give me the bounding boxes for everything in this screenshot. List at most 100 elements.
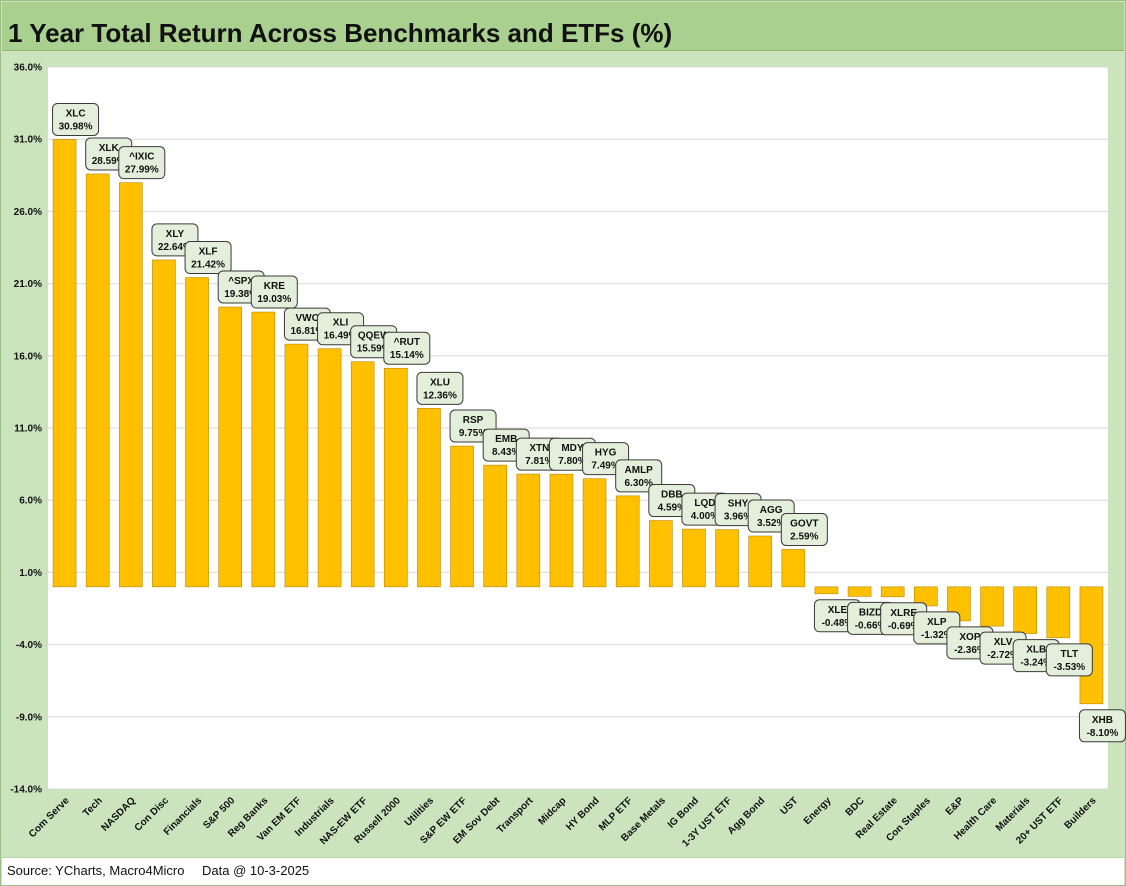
data-label-box [780,512,828,546]
ticker-label: LQD [694,498,715,509]
category-label: NASDAQ [100,795,139,834]
ticker-label: XOP [959,632,980,643]
bar [350,361,375,588]
data-label-box [250,275,298,309]
bar [185,277,209,588]
value-label: 7.49% [591,461,619,472]
data-label: XLF 21.42% [184,241,232,275]
ticker-label: ^SPX [228,276,254,287]
bar [450,445,474,588]
value-label: 6.30% [625,478,653,489]
ticker-label: MDY [561,443,584,454]
ticker-label: DBB [661,490,683,501]
category-label: BDC [844,795,867,818]
ticker-label: AGG [760,505,783,516]
data-label-box [118,146,166,180]
data-label-box [52,102,100,136]
value-label: 12.36% [423,390,457,401]
value-label: 22.64% [158,242,192,253]
bar [814,586,839,595]
y-tick-label: 21.0% [14,279,42,290]
bar [1046,586,1071,639]
value-label: -3.24% [1020,658,1052,669]
ticker-label: KRE [264,281,285,292]
bar [649,520,673,588]
data-label-box [383,331,431,365]
ticker-label: XLU [430,377,450,388]
bar [549,473,574,588]
category-label: Com Serve [27,795,72,840]
value-label: 19.03% [257,294,291,305]
bar [483,464,507,588]
footer: Source: YCharts, Macro4Micro Data @ 10-3… [2,857,1124,885]
bar [52,139,77,588]
y-tick-label: 36.0% [14,63,42,74]
title-bar: 1 Year Total Return Across Benchmarks an… [2,2,1124,51]
ticker-label: XLF [199,247,218,258]
value-label: 9.75% [459,428,487,439]
ticker-label: XLE [828,605,848,616]
bar [980,586,1004,627]
y-tick-label: 16.0% [14,351,42,362]
data-label: XHB -8.10% [1078,709,1126,743]
ticker-label: QQEW [358,331,390,342]
data-label: XLC 30.98% [52,102,100,136]
value-label: -0.48% [822,618,854,629]
data-label: ^IXIC 27.99% [118,146,166,180]
data-date-note: Data @ 10-3-2025 [202,863,310,878]
bar [152,259,176,588]
value-label: 7.81% [525,456,553,467]
data-label-box [615,459,663,493]
bar [615,495,640,588]
ticker-label: XLV [994,637,1013,648]
value-label: -3.53% [1053,662,1085,673]
bar [284,343,309,588]
value-label: 3.52% [757,518,785,529]
source-note: Source: YCharts, Macro4Micro [7,863,185,878]
y-tick-label: 1.0% [19,568,42,579]
bar [582,478,607,588]
data-label: TLT -3.53% [1045,643,1093,677]
value-label: -2.36% [954,645,986,656]
value-label: 16.49% [324,331,358,342]
bar [516,473,541,588]
value-label: 4.59% [658,503,686,514]
ticker-label: AMLP [625,465,654,476]
data-label: KRE 19.03% [250,275,298,309]
value-label: 19.38% [224,289,258,300]
value-label: -0.69% [888,621,920,632]
ticker-label: SHY [728,499,749,510]
bar [880,586,905,598]
bar [384,367,408,588]
category-label: Utilities [403,795,437,829]
value-label: -8.10% [1087,728,1119,739]
bar [682,528,706,588]
y-tick-label: 11.0% [14,424,42,435]
value-label: -1.32% [921,630,953,641]
ticker-label: HYG [595,448,617,459]
category-label: Energy [802,795,834,827]
ticker-label: BIZD [859,607,882,618]
value-label: 15.14% [390,350,424,361]
value-label: 3.96% [724,512,752,523]
y-tick-label: -9.0% [16,712,42,723]
ticker-label: XLP [927,617,947,628]
y-tick-label: -4.0% [16,640,42,651]
bar [218,306,242,588]
ticker-label: XLK [99,143,120,154]
bars [52,139,1104,705]
data-label: AMLP 6.30% [615,459,663,493]
ticker-label: RSP [463,415,484,426]
category-label: Builders [1062,795,1098,831]
data-label-box [184,241,232,275]
bar [748,535,772,588]
category-label: Transport [495,795,536,836]
data-label: ^RUT 15.14% [383,331,431,365]
value-label: 21.42% [191,260,225,271]
category-label: HY Bond [564,795,602,833]
value-label: 8.43% [492,447,520,458]
data-label-box [416,371,464,405]
chart-title: 1 Year Total Return Across Benchmarks an… [8,18,673,48]
value-label: 30.98% [59,121,93,132]
